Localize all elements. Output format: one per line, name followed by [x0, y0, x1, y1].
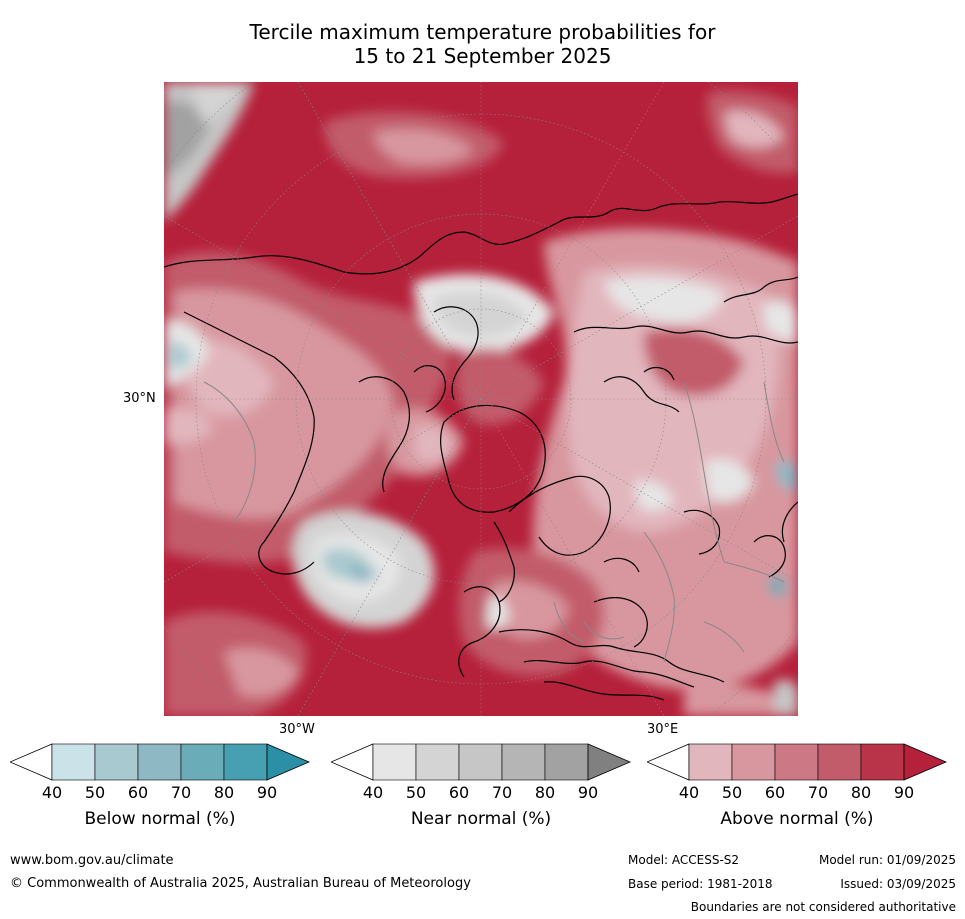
colorbar-below-normal: 40 50 60 70 80 90 Below normal (%) [8, 743, 311, 829]
title-line-1: Tercile maximum temperature probabilitie… [249, 20, 716, 44]
colorbar-ticks: 40 50 60 70 80 90 [647, 783, 947, 803]
colorbar-tick-label: 50 [405, 783, 427, 802]
colorbar-tick-label: 40 [41, 783, 63, 802]
graticule [164, 82, 798, 716]
website-link[interactable]: www.bom.gov.au/climate [10, 853, 174, 868]
colorbar-tick-label: 80 [213, 783, 235, 802]
lon-label-30e: 30°E [647, 722, 679, 737]
colorbar-tick-label: 90 [577, 783, 599, 802]
colorbar-tick-label: 60 [764, 783, 786, 802]
colorbar-tick-label: 90 [893, 783, 915, 802]
coastlines [164, 193, 798, 701]
map-canvas [164, 82, 798, 716]
colorbar-segment [688, 743, 733, 781]
colorbar-segment [731, 743, 776, 781]
colorbar-tick-label: 90 [256, 783, 278, 802]
colorbar-tick-label: 50 [721, 783, 743, 802]
colorbar-tick-label: 60 [127, 783, 149, 802]
colorbar-ticks: 40 50 60 70 80 90 [331, 783, 631, 803]
colorbar-segment [223, 743, 268, 781]
lat-label-30n: 30°N [123, 391, 156, 406]
probability-map [164, 82, 798, 716]
colorbar-segment [817, 743, 862, 781]
colorbar-segment [501, 743, 546, 781]
colorbar-near-normal: 40 50 60 70 80 90 Near normal (%) [329, 743, 632, 829]
colorbar-tick-label: 70 [170, 783, 192, 802]
colorbar-segment [415, 743, 460, 781]
colorbar-label: Below normal (%) [84, 809, 236, 829]
issued-text: Issued: 03/09/2025 [840, 877, 956, 891]
model-text: Model: ACCESS-S2 [628, 853, 740, 867]
colorbar-segment [860, 743, 905, 781]
colorbar-lower-extension [329, 743, 374, 781]
colorbar-upper-extension [903, 743, 948, 781]
colorbar-segment [137, 743, 182, 781]
colorbar-tick-label: 50 [84, 783, 106, 802]
colorbar-segment [372, 743, 417, 781]
colorbar-segment [180, 743, 225, 781]
colorbar-tick-label: 80 [850, 783, 872, 802]
colorbar-segment [458, 743, 503, 781]
map-title: Tercile maximum temperature probabilitie… [0, 20, 965, 68]
colorbar-ticks: 40 50 60 70 80 90 [10, 783, 310, 803]
colorbar-tick-label: 40 [362, 783, 384, 802]
colorbar-above-normal: 40 50 60 70 80 90 Above normal (%) [645, 743, 948, 829]
copyright-text: © Commonwealth of Australia 2025, Austra… [10, 876, 471, 891]
disclaimer-text: Boundaries are not considered authoritat… [690, 900, 956, 914]
base-period-text: Base period: 1981-2018 [628, 877, 773, 891]
country-boundaries [203, 381, 785, 663]
colorbar-graphic [329, 743, 632, 781]
colorbar-graphic [8, 743, 311, 781]
colorbar-tick-label: 40 [678, 783, 700, 802]
colorbar-tick-label: 70 [807, 783, 829, 802]
model-run-text: Model run: 01/09/2025 [818, 853, 956, 867]
colorbar-segment [544, 743, 589, 781]
colorbar-lower-extension [8, 743, 53, 781]
colorbar-tick-label: 70 [491, 783, 513, 802]
colorbar-segment [51, 743, 96, 781]
title-line-2: 15 to 21 September 2025 [353, 44, 612, 68]
lon-label-30w: 30°W [279, 722, 315, 737]
colorbar-segment [774, 743, 819, 781]
probability-shading [164, 82, 798, 716]
colorbar-label: Near normal (%) [410, 809, 552, 829]
colorbar-lower-extension [645, 743, 690, 781]
colorbar-upper-extension [266, 743, 311, 781]
colorbar-upper-extension [587, 743, 632, 781]
colorbar-tick-label: 80 [534, 783, 556, 802]
colorbar-segment [94, 743, 139, 781]
colorbar-tick-label: 60 [448, 783, 470, 802]
colorbar-graphic [645, 743, 948, 781]
colorbar-label: Above normal (%) [720, 809, 874, 829]
